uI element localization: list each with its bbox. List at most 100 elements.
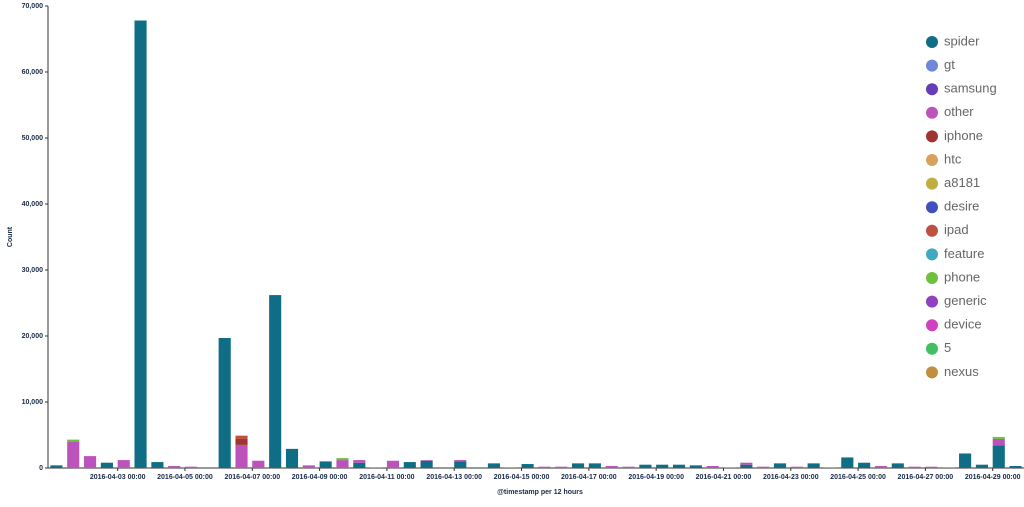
bar-segment bbox=[67, 439, 80, 442]
bar-segment bbox=[184, 466, 198, 468]
bar-segment bbox=[168, 466, 181, 468]
x-tick-label: 2016-04-17 00:00 bbox=[561, 474, 617, 481]
bar-segment bbox=[454, 461, 467, 468]
y-tick-label: 30,000 bbox=[22, 267, 44, 274]
legend-swatch bbox=[926, 36, 938, 48]
legend-label: iphone bbox=[944, 128, 983, 143]
bar-segment bbox=[487, 463, 500, 468]
bar-segment bbox=[925, 466, 938, 468]
legend-label: samsung bbox=[944, 81, 997, 96]
x-tick-label: 2016-04-29 00:00 bbox=[965, 474, 1021, 481]
bar-segment bbox=[807, 463, 820, 468]
x-tick-label: 2016-04-11 00:00 bbox=[359, 474, 414, 481]
legend-swatch bbox=[926, 319, 938, 332]
y-tick-label: 10,000 bbox=[22, 399, 44, 406]
bar-segment bbox=[891, 463, 904, 468]
bar-segment bbox=[740, 464, 753, 468]
legend-label: desire bbox=[944, 199, 979, 214]
legend-label: 5 bbox=[944, 340, 951, 355]
bar-segment bbox=[151, 462, 164, 468]
bar-segment bbox=[740, 462, 753, 465]
legend-swatch bbox=[926, 83, 938, 96]
bar-segment bbox=[656, 464, 669, 468]
bar-segment bbox=[1009, 466, 1022, 468]
legend-label: ipad bbox=[944, 222, 969, 237]
x-tick-label: 2016-04-03 00:00 bbox=[90, 474, 146, 481]
bar-segment bbox=[403, 462, 416, 468]
legend-label: htc bbox=[944, 151, 962, 166]
bar-segment bbox=[521, 464, 534, 468]
x-tick-label: 2016-04-05 00:00 bbox=[157, 474, 213, 481]
x-tick-label: 2016-04-21 00:00 bbox=[696, 474, 752, 481]
x-tick-label: 2016-04-27 00:00 bbox=[898, 474, 954, 481]
bar-segment bbox=[285, 448, 299, 468]
y-tick-label: 0 bbox=[39, 465, 43, 472]
legend-label: nexus bbox=[944, 364, 979, 379]
legend-swatch bbox=[926, 342, 938, 355]
bar-segment bbox=[908, 466, 921, 468]
bar-segment bbox=[218, 337, 231, 468]
x-tick-label: 2016-04-19 00:00 bbox=[628, 474, 684, 481]
legend-swatch bbox=[926, 106, 938, 119]
legend-label: device bbox=[944, 317, 982, 332]
y-tick-label: 60,000 bbox=[22, 69, 44, 76]
bar-segment bbox=[336, 460, 349, 468]
legend-label: a8181 bbox=[944, 175, 980, 190]
legend-swatch bbox=[926, 130, 938, 143]
x-tick-label: 2016-04-13 00:00 bbox=[426, 474, 482, 481]
y-tick-label: 40,000 bbox=[22, 201, 44, 208]
bar-segment bbox=[353, 460, 366, 463]
legend-swatch bbox=[926, 59, 938, 72]
bar-segment bbox=[235, 444, 248, 468]
bar-segment bbox=[454, 460, 467, 462]
x-axis-title: @timestamp per 12 hours bbox=[497, 489, 583, 496]
legend-swatch bbox=[926, 272, 938, 284]
bar-segment bbox=[555, 466, 568, 468]
x-tick-label: 2016-04-09 00:00 bbox=[292, 474, 348, 481]
bar-segment bbox=[84, 456, 97, 468]
legend-label: gt bbox=[944, 57, 955, 72]
bar-segment bbox=[773, 463, 787, 468]
bar-segment bbox=[117, 460, 130, 468]
bar-segment bbox=[706, 466, 719, 468]
legend-label: other bbox=[944, 104, 974, 119]
y-tick-label: 20,000 bbox=[22, 333, 44, 340]
bar-segment bbox=[672, 464, 686, 468]
legend-label: spider bbox=[944, 33, 980, 48]
x-tick-label: 2016-04-15 00:00 bbox=[494, 474, 550, 481]
bar-segment bbox=[319, 461, 332, 468]
legend-label: phone bbox=[944, 269, 980, 284]
bar-segment bbox=[235, 435, 248, 439]
bar-segment bbox=[269, 295, 282, 468]
y-tick-label: 50,000 bbox=[22, 135, 44, 142]
bar-segment bbox=[723, 467, 736, 468]
bar-segment bbox=[942, 467, 955, 468]
bar-segment bbox=[689, 465, 702, 468]
legend-swatch bbox=[926, 248, 938, 261]
bar-segment bbox=[50, 465, 63, 468]
bar-segment bbox=[67, 441, 80, 468]
x-tick-label: 2016-04-07 00:00 bbox=[224, 474, 280, 481]
bar-segment bbox=[588, 463, 601, 468]
bar-segment bbox=[386, 460, 400, 468]
bar-segment bbox=[992, 438, 1005, 446]
bar-segment bbox=[874, 466, 888, 468]
bar-segment bbox=[841, 457, 854, 468]
bar-segment bbox=[757, 466, 770, 468]
bar-segment bbox=[100, 462, 113, 468]
bar-segment bbox=[504, 467, 517, 468]
bar-segment bbox=[370, 467, 383, 468]
bar-segment bbox=[353, 462, 366, 468]
bar-segment bbox=[538, 466, 551, 468]
legend-label: feature bbox=[944, 246, 984, 261]
bar-segment bbox=[302, 465, 315, 468]
bar-segment bbox=[975, 464, 988, 468]
y-tick-label: 70,000 bbox=[22, 3, 44, 10]
bar-segment bbox=[639, 464, 652, 468]
bar-segment bbox=[790, 466, 803, 468]
legend-swatch bbox=[926, 154, 938, 166]
x-tick-label: 2016-04-23 00:00 bbox=[763, 474, 819, 481]
legend-swatch bbox=[926, 224, 938, 237]
x-tick-label: 2016-04-25 00:00 bbox=[830, 474, 886, 481]
